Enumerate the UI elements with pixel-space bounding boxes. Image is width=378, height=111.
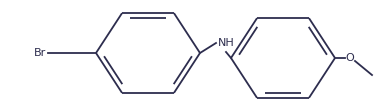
Text: Br: Br — [34, 48, 46, 58]
Text: NH: NH — [218, 38, 235, 48]
Text: O: O — [345, 53, 355, 63]
